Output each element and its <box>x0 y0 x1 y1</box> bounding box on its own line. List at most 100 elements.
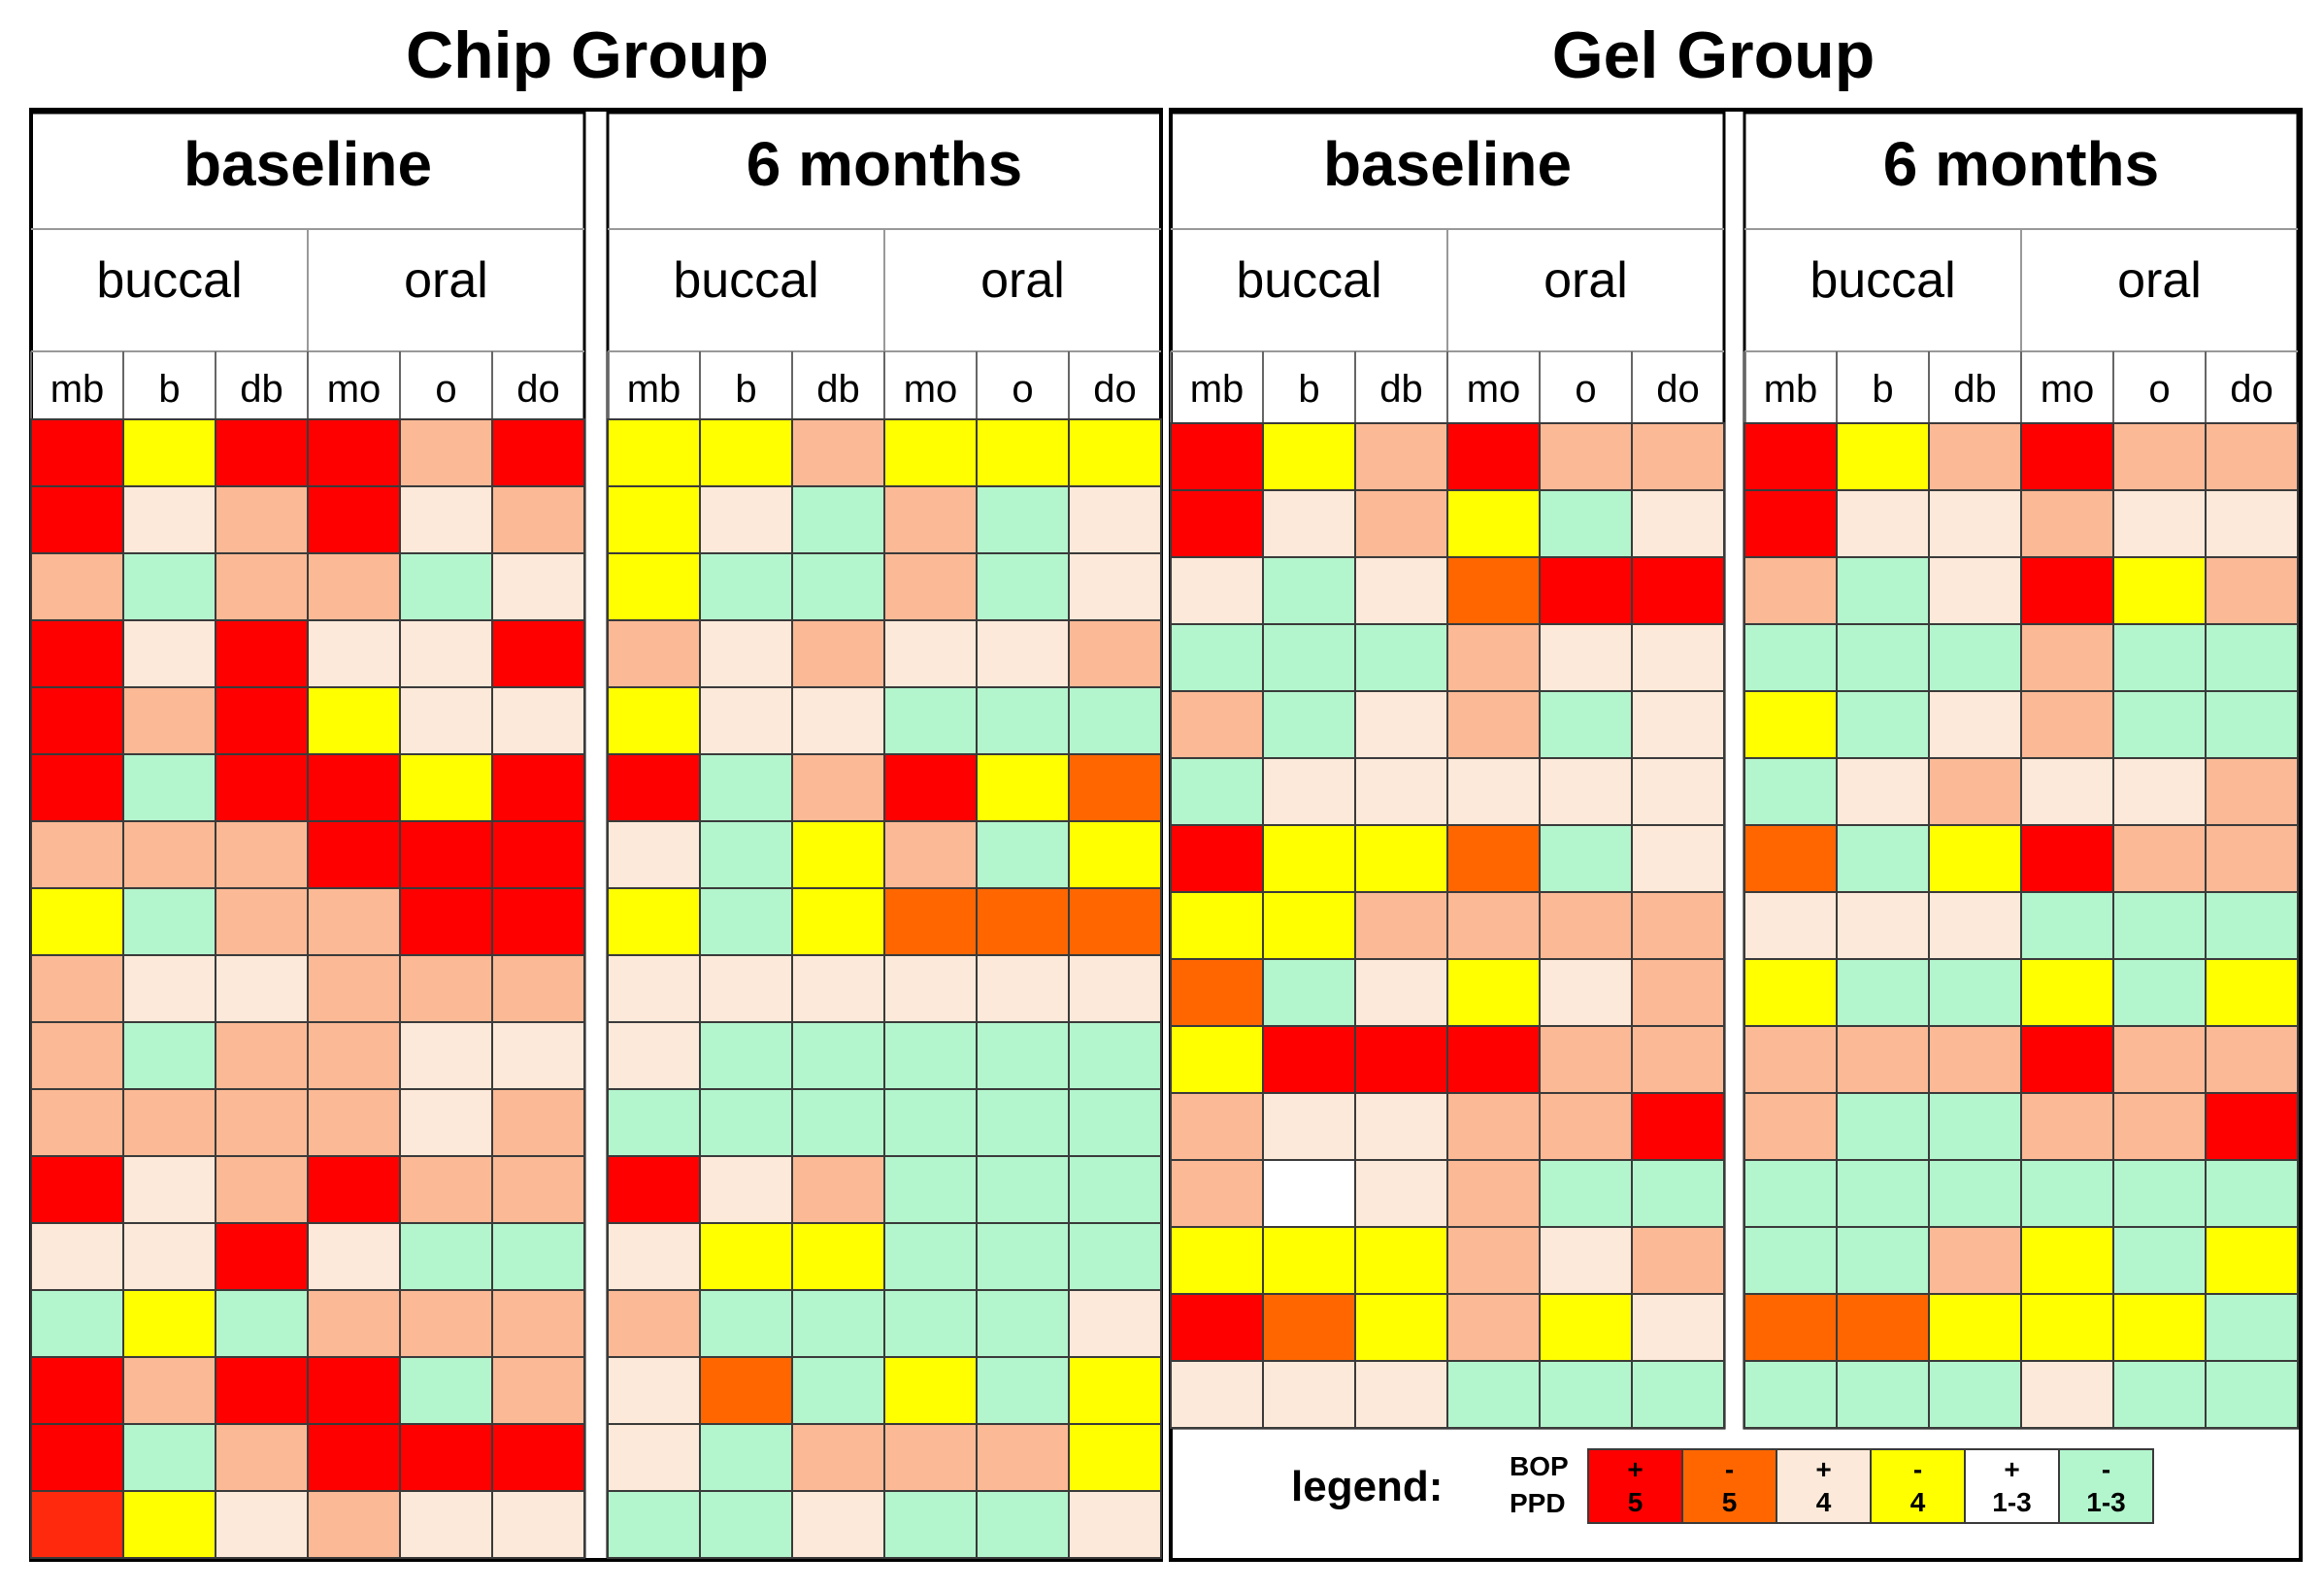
chip-baseline-cell-r9-mb <box>30 954 124 1023</box>
chip-baseline-title: baseline <box>183 129 432 199</box>
chip-6months-cell-r11-mb <box>607 1088 701 1157</box>
gel-baseline-cell-r6-do <box>1631 757 1725 826</box>
chip-baseline-cell-r12-b <box>122 1155 216 1224</box>
gel-baseline-cell-r14-db <box>1354 1293 1448 1362</box>
gel-6months-cell-r5-b <box>1836 690 1930 759</box>
chip-6months-cell-r11-mo <box>883 1088 978 1157</box>
gel-6months-cell-r13-mb <box>1743 1226 1838 1295</box>
chip-6months-cell-r6-o <box>976 753 1070 822</box>
gel-6months-cell-r3-mb <box>1743 556 1838 625</box>
chip-baseline-cell-r7-o <box>399 820 493 889</box>
gel-baseline-cell-r1-o <box>1539 422 1633 491</box>
gel-6months-cell-r9-b <box>1836 958 1930 1027</box>
gel-baseline-panel: baseline buccal oral mb b db mo o do <box>1169 111 1726 1430</box>
legend-swatch-4-bop: - <box>1913 1454 1922 1484</box>
chip-6months-cell-r10-o <box>976 1021 1070 1090</box>
chip-6months-cell-r5-b <box>699 686 793 755</box>
gel-baseline-cell-r12-o <box>1539 1159 1633 1228</box>
gel-6months-cell-r12-do <box>2205 1159 2299 1228</box>
chip-baseline-cell-r11-b <box>122 1088 216 1157</box>
chip-baseline-cell-r17-b <box>122 1490 216 1559</box>
chip-6months-cell-r11-do <box>1068 1088 1162 1157</box>
gel-baseline-cell-r7-mo <box>1446 824 1541 893</box>
gel-baseline-cell-r11-db <box>1354 1092 1448 1161</box>
chip-6months-cell-r5-mo <box>883 686 978 755</box>
chip-baseline-cell-r9-mo <box>307 954 401 1023</box>
chip-baseline-cell-r15-o <box>399 1356 493 1425</box>
chip-6months-cell-r6-db <box>791 753 885 822</box>
gel-6months-cell-r13-mo <box>2020 1226 2114 1295</box>
gel-6months-cell-r4-b <box>1836 623 1930 692</box>
gel-baseline-cell-r8-db <box>1354 891 1448 960</box>
chip-6months-cell-r14-mb <box>607 1289 701 1358</box>
gel-6months-title: 6 months <box>1883 129 2159 199</box>
gel-6months-cell-r6-mb <box>1743 757 1838 826</box>
gel-6months-cell-r8-mb <box>1743 891 1838 960</box>
gel-6months-cell-r6-mo <box>2020 757 2114 826</box>
legend-swatch-3-ppd: 4 <box>1816 1487 1832 1517</box>
chip-6months-cell-r1-db <box>791 418 885 487</box>
chip-6months-cell-r12-db <box>791 1155 885 1224</box>
chip-6months-cell-r2-do <box>1068 485 1162 554</box>
chip-6months-cell-r3-o <box>976 552 1070 621</box>
chip-6months-cell-r15-db <box>791 1356 885 1425</box>
chip-6months-cell-r5-do <box>1068 686 1162 755</box>
gel-baseline-cell-r9-b <box>1262 958 1356 1027</box>
gel-6months-cell-r14-db <box>1928 1293 2022 1362</box>
chip-baseline-cell-r3-db <box>215 552 309 621</box>
chip-baseline-cell-r8-mo <box>307 887 401 956</box>
gel-6months-cell-r13-b <box>1836 1226 1930 1295</box>
chip-baseline-cell-r11-do <box>491 1088 585 1157</box>
chip-6months-cell-r9-mo <box>883 954 978 1023</box>
gel-6months-cell-r2-b <box>1836 489 1930 558</box>
gel-baseline-cell-r3-o <box>1539 556 1633 625</box>
chip-baseline-cell-r14-mb <box>30 1289 124 1358</box>
chip-6months-cell-r4-o <box>976 619 1070 688</box>
gel-baseline-cell-r4-mb <box>1170 623 1264 692</box>
chip-baseline-cell-r2-do <box>491 485 585 554</box>
gel-baseline-site-db: db <box>1379 368 1423 411</box>
gel-baseline-cell-r13-db <box>1354 1226 1448 1295</box>
chip-6months-cell-r4-db <box>791 619 885 688</box>
legend-swatch-1-bop: + <box>1627 1454 1643 1484</box>
chip-baseline-cell-r15-b <box>122 1356 216 1425</box>
chip-baseline-cell-r17-mb <box>30 1490 124 1559</box>
gel-baseline-cell-r12-mb <box>1170 1159 1264 1228</box>
gel-6months-cell-r2-mo <box>2020 489 2114 558</box>
chip-baseline-cell-r2-mo <box>307 485 401 554</box>
gel-baseline-cell-r5-o <box>1539 690 1633 759</box>
gel-baseline-cell-r8-b <box>1262 891 1356 960</box>
gel-baseline-side-buccal: buccal <box>1236 252 1381 309</box>
gel-baseline-cell-r1-db <box>1354 422 1448 491</box>
gel-6months-cell-r10-mo <box>2020 1025 2114 1094</box>
chip-6months-cell-r17-do <box>1068 1490 1162 1559</box>
legend-swatch-6 <box>2058 1448 2154 1524</box>
gel-baseline-cell-r12-do <box>1631 1159 1725 1228</box>
legend-bop-label: BOP <box>1510 1451 1569 1481</box>
chip-6months-cell-r11-o <box>976 1088 1070 1157</box>
chip-baseline-cell-r5-mo <box>307 686 401 755</box>
chip-6months-site-b: b <box>735 368 756 411</box>
chip-baseline-cell-r10-o <box>399 1021 493 1090</box>
chip-baseline-cell-r12-o <box>399 1155 493 1224</box>
chip-baseline-cell-r14-o <box>399 1289 493 1358</box>
chip-6months-cell-r14-o <box>976 1289 1070 1358</box>
chip-6months-cell-r11-b <box>699 1088 793 1157</box>
chip-6months-cell-r1-mb <box>607 418 701 487</box>
gel-6months-cell-r12-b <box>1836 1159 1930 1228</box>
gel-6months-cell-r2-do <box>2205 489 2299 558</box>
chip-baseline-site-do: do <box>516 368 560 411</box>
gel-baseline-cell-r9-mo <box>1446 958 1541 1027</box>
gel-baseline-cell-r7-o <box>1539 824 1633 893</box>
gel-6months-cell-r3-mo <box>2020 556 2114 625</box>
chip-6months-cell-r17-mo <box>883 1490 978 1559</box>
chip-6months-site-mo: mo <box>904 368 958 411</box>
gel-6months-cell-r9-db <box>1928 958 2022 1027</box>
gel-baseline-cell-r1-mo <box>1446 422 1541 491</box>
chip-6months-cell-r8-mb <box>607 887 701 956</box>
chip-6months-cell-r2-mo <box>883 485 978 554</box>
chip-6months-cell-r2-mb <box>607 485 701 554</box>
gel-6months-cell-r11-do <box>2205 1092 2299 1161</box>
gel-baseline-cell-r6-b <box>1262 757 1356 826</box>
